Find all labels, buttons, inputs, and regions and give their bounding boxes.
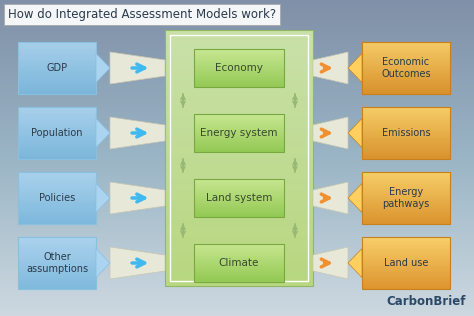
Polygon shape	[313, 182, 348, 214]
Text: GDP: GDP	[46, 63, 68, 73]
Text: Energy
pathways: Energy pathways	[383, 187, 429, 209]
Polygon shape	[348, 53, 362, 82]
Polygon shape	[96, 118, 110, 148]
Polygon shape	[313, 117, 348, 149]
Polygon shape	[348, 118, 362, 148]
Text: Other
assumptions: Other assumptions	[26, 252, 88, 274]
Text: Population: Population	[31, 128, 83, 138]
Polygon shape	[96, 184, 110, 213]
Text: Land use: Land use	[384, 258, 428, 268]
Polygon shape	[110, 52, 165, 84]
Polygon shape	[313, 52, 348, 84]
Text: Climate: Climate	[219, 258, 259, 268]
Text: Economy: Economy	[215, 63, 263, 73]
Text: How do Integrated Assessment Models work?: How do Integrated Assessment Models work…	[8, 8, 276, 21]
Polygon shape	[110, 117, 165, 149]
Polygon shape	[348, 184, 362, 213]
Polygon shape	[110, 247, 165, 279]
Text: CarbonBrief: CarbonBrief	[386, 295, 466, 308]
Polygon shape	[313, 247, 348, 279]
Polygon shape	[96, 248, 110, 277]
Text: Land system: Land system	[206, 193, 272, 203]
Polygon shape	[110, 182, 165, 214]
Text: Energy system: Energy system	[200, 128, 278, 138]
Polygon shape	[348, 248, 362, 277]
Text: Emissions: Emissions	[382, 128, 430, 138]
Polygon shape	[96, 53, 110, 82]
Text: Policies: Policies	[39, 193, 75, 203]
Text: Economic
Outcomes: Economic Outcomes	[381, 57, 431, 79]
